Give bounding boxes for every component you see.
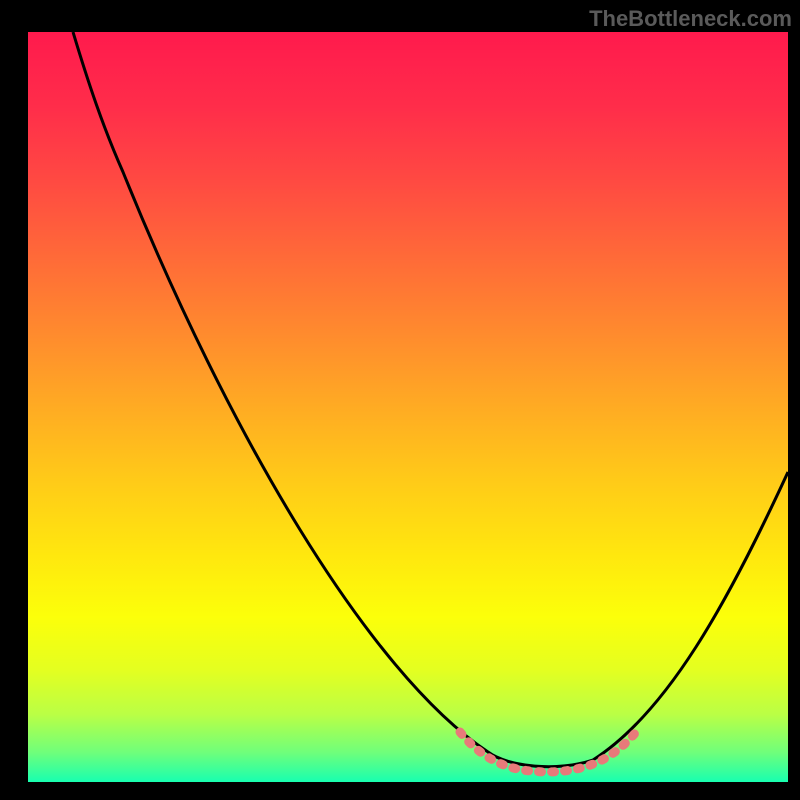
bottleneck-curve — [73, 32, 788, 767]
curve-layer — [28, 32, 788, 782]
chart-frame — [0, 0, 800, 800]
plot-area — [28, 32, 788, 782]
watermark-text: TheBottleneck.com — [589, 6, 792, 32]
